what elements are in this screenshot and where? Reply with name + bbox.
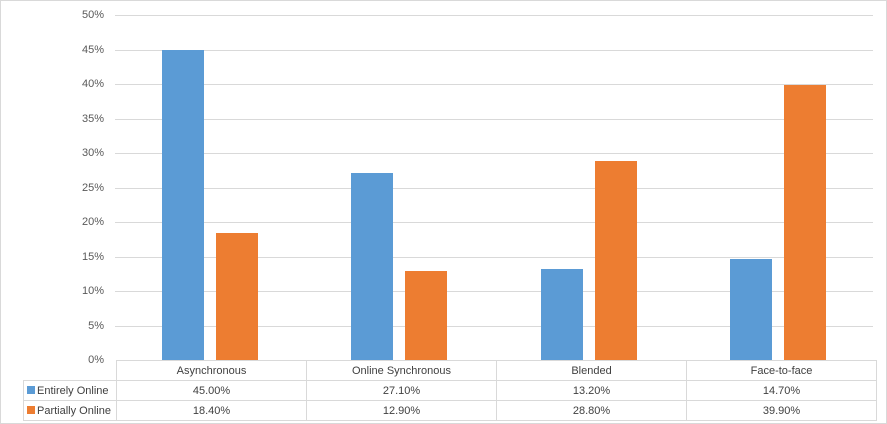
legend-entry-partially-online: Partially Online — [23, 400, 117, 421]
table-cell: 18.40% — [116, 400, 307, 421]
gridline — [115, 291, 873, 292]
gridline — [115, 15, 873, 16]
table-cell: 45.00% — [116, 380, 307, 401]
gridline — [115, 222, 873, 223]
legend-key-blue — [27, 385, 35, 394]
table-cell: 12.90% — [306, 400, 497, 421]
table-cell: 13.20% — [496, 380, 687, 401]
gridline — [115, 326, 873, 327]
table-row: Entirely Online 45.00% 27.10% 13.20% 14.… — [23, 380, 877, 401]
bar-partially-online — [784, 85, 826, 360]
table-cell: 14.70% — [686, 380, 877, 401]
bar-entirely-online — [351, 173, 393, 360]
bar-partially-online — [405, 271, 447, 360]
bar-entirely-online — [162, 50, 204, 361]
gridline — [115, 119, 873, 120]
data-table: Asynchronous Online Synchronous Blended … — [23, 360, 877, 421]
bar-partially-online — [216, 233, 258, 360]
category-header: Blended — [496, 360, 687, 381]
y-tick-label: 5% — [88, 319, 104, 332]
legend-entry-entirely-online: Entirely Online — [23, 380, 117, 401]
gridline — [115, 257, 873, 258]
category-header: Asynchronous — [116, 360, 307, 381]
y-tick-label: 35% — [81, 112, 104, 125]
table-corner — [23, 360, 117, 381]
table-cell: 39.90% — [686, 400, 877, 421]
y-tick-label: 45% — [81, 43, 104, 56]
table-row: Partially Online 18.40% 12.90% 28.80% 39… — [23, 400, 877, 421]
bar-partially-online — [595, 161, 637, 360]
series-label: Entirely Online — [37, 384, 109, 397]
table-header-row: Asynchronous Online Synchronous Blended … — [23, 360, 877, 381]
bar-entirely-online — [541, 269, 583, 360]
y-tick-label: 30% — [81, 147, 104, 159]
y-tick-label: 20% — [81, 216, 104, 228]
gridline — [115, 188, 873, 189]
category-header: Online Synchronous — [306, 360, 497, 381]
category-header: Face-to-face — [686, 360, 877, 381]
y-tick-label: 10% — [81, 285, 104, 297]
gridline — [115, 84, 873, 85]
gridline — [115, 50, 873, 51]
bar-entirely-online — [730, 259, 772, 360]
series-label: Partially Online — [37, 404, 111, 417]
y-tick-label: 25% — [81, 181, 104, 194]
y-tick-label: 50% — [81, 9, 104, 21]
gridline — [115, 153, 873, 154]
legend-key-orange — [27, 405, 35, 414]
table-cell: 27.10% — [306, 380, 497, 401]
table-cell: 28.80% — [496, 400, 687, 421]
y-tick-label: 40% — [81, 78, 104, 90]
y-tick-label: 15% — [81, 250, 104, 263]
